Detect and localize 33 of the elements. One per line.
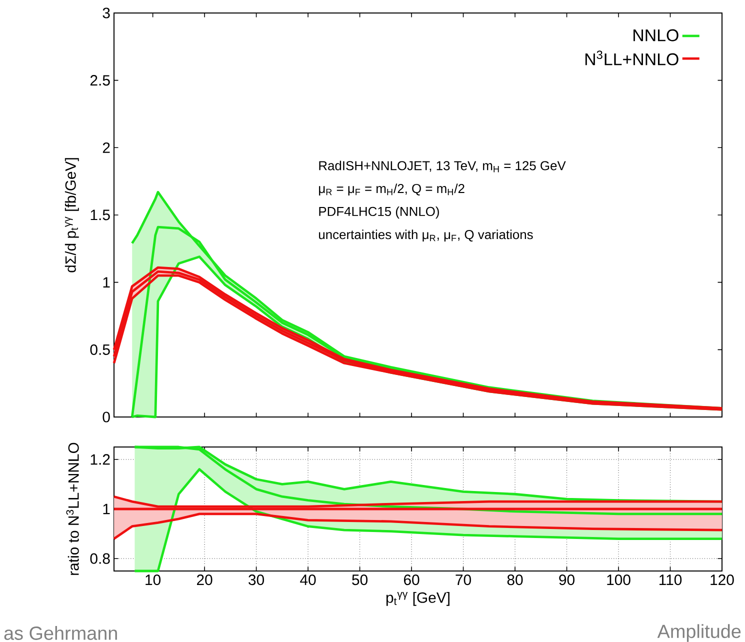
x-axis-title: p$_{t}$$^{γγ}$ [GeV] (386, 592, 450, 606)
y-tick-label: 1 (103, 504, 110, 514)
y-tick-label: 0.5 (90, 344, 110, 355)
y-tick-label: 2.5 (90, 75, 110, 86)
x-tick-label: 10 (146, 574, 161, 586)
x-tick-label: 80 (507, 574, 523, 586)
x-tick-label: 40 (300, 574, 316, 586)
x-tick-label: 30 (248, 574, 264, 586)
y-tick-label: 2 (102, 142, 110, 153)
y-tick-label: 3 (102, 8, 110, 18)
x-tick-label: 120 (710, 574, 734, 586)
x-tick-label: 60 (404, 574, 420, 586)
legend-label: N$^{3}$LL+NNLO (585, 50, 678, 66)
legend-label: NNLO (634, 29, 678, 42)
y-tick-label: 1.2 (90, 454, 110, 465)
y-tick-label: 1.5 (90, 210, 110, 220)
y-axis-title: ratio to N$^{3}$LL+NNLO (66, 442, 79, 575)
annotation: uncertainties with μ$_{R}$, μ$_{F}$, Q variations (319, 230, 533, 242)
x-tick-label: 70 (456, 574, 471, 586)
y-tick-label: 0 (102, 412, 110, 422)
x-tick-label: 50 (352, 574, 368, 586)
x-tick-label: 110 (659, 574, 682, 586)
annotation: RadISH+NNLOJET, 13 TeV, m$_{H}$ = 125 GeV (319, 160, 566, 172)
y-tick-label: 0.8 (90, 553, 110, 564)
y-axis-title: dΣ/d p$_{t}$$^{γγ}$ [fb/GeV] (64, 158, 79, 272)
x-tick-label: 20 (196, 574, 212, 586)
text: μ$_{R}$ = μ$_{F}$ = m$_{H}$/2, Q = m$_{H}$/2 (319, 184, 464, 196)
text: Amplitude (657, 624, 741, 642)
text: as Gehrmann (4, 626, 117, 640)
y-tick-label: 1 (103, 277, 110, 288)
annotation: PDF4LHC15 (NNLO) (319, 206, 439, 219)
x-tick-label: 90 (559, 574, 574, 586)
x-tick-label: 100 (607, 574, 630, 586)
